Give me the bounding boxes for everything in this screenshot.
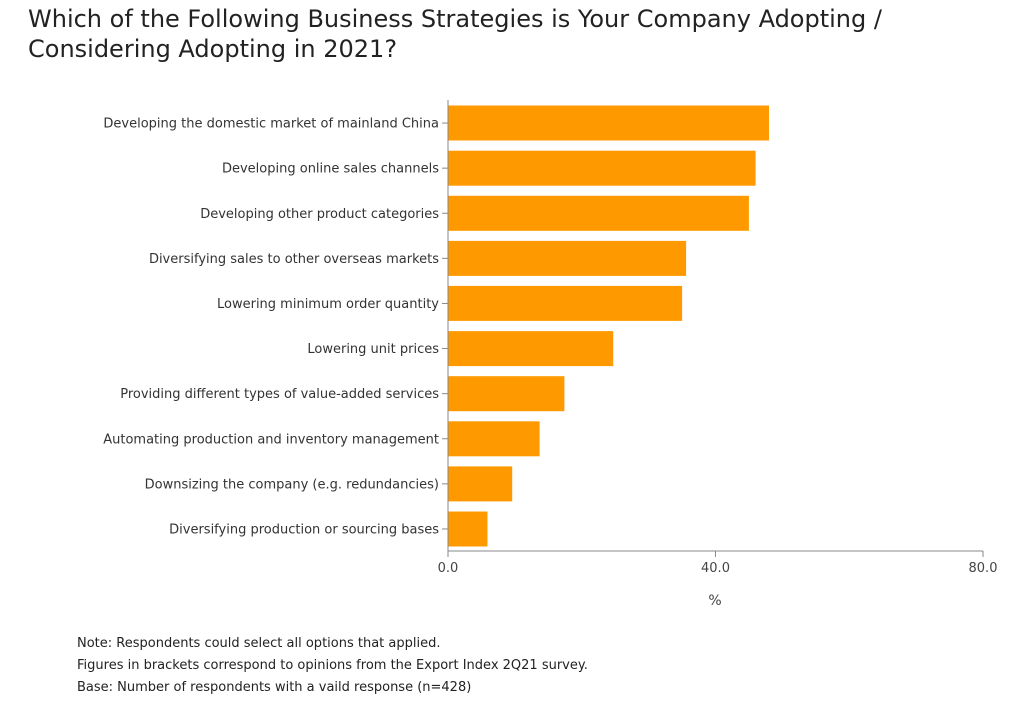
x-tick-label: 40.0: [701, 561, 730, 576]
category-label: Developing online sales channels: [222, 162, 439, 177]
bars-layer: [448, 105, 769, 547]
x-axis-label: %: [708, 593, 721, 609]
footnotes: Note: Respondents could select all optio…: [77, 633, 588, 699]
bar: [448, 511, 488, 547]
category-label: Downsizing the company (e.g. redundancie…: [145, 477, 439, 492]
bar: [448, 331, 614, 367]
bar: [448, 105, 769, 141]
category-label: Developing the domestic market of mainla…: [103, 117, 439, 132]
bar: [448, 421, 540, 457]
category-label: Developing other product categories: [200, 207, 439, 222]
bar: [448, 240, 687, 276]
footnote-base: Base: Number of respondents with a vaild…: [77, 680, 472, 695]
footnote-brackets: Figures in brackets correspond to opinio…: [77, 658, 588, 673]
category-labels: Developing the domestic market of mainla…: [103, 117, 448, 537]
bar: [448, 195, 749, 231]
bar-chart: Developing the domestic market of mainla…: [103, 100, 998, 609]
category-label: Diversifying sales to other overseas mar…: [149, 252, 439, 267]
category-label: Lowering minimum order quantity: [217, 297, 439, 312]
x-tick-label: 80.0: [969, 561, 998, 576]
category-label: Automating production and inventory mana…: [103, 432, 439, 447]
category-label: Lowering unit prices: [307, 342, 439, 357]
bar: [448, 466, 513, 502]
bar: [448, 150, 756, 186]
category-label: Diversifying production or sourcing base…: [169, 522, 439, 537]
x-tick-label: 0.0: [438, 561, 459, 576]
bar: [448, 376, 565, 412]
bar: [448, 285, 683, 321]
footnote-respondents: Note: Respondents could select all optio…: [77, 636, 441, 651]
chart-title: Which of the Following Business Strategi…: [28, 5, 882, 63]
category-label: Providing different types of value-added…: [120, 387, 439, 402]
x-axis-ticks: 0.0 40.0 80.0: [438, 551, 998, 576]
